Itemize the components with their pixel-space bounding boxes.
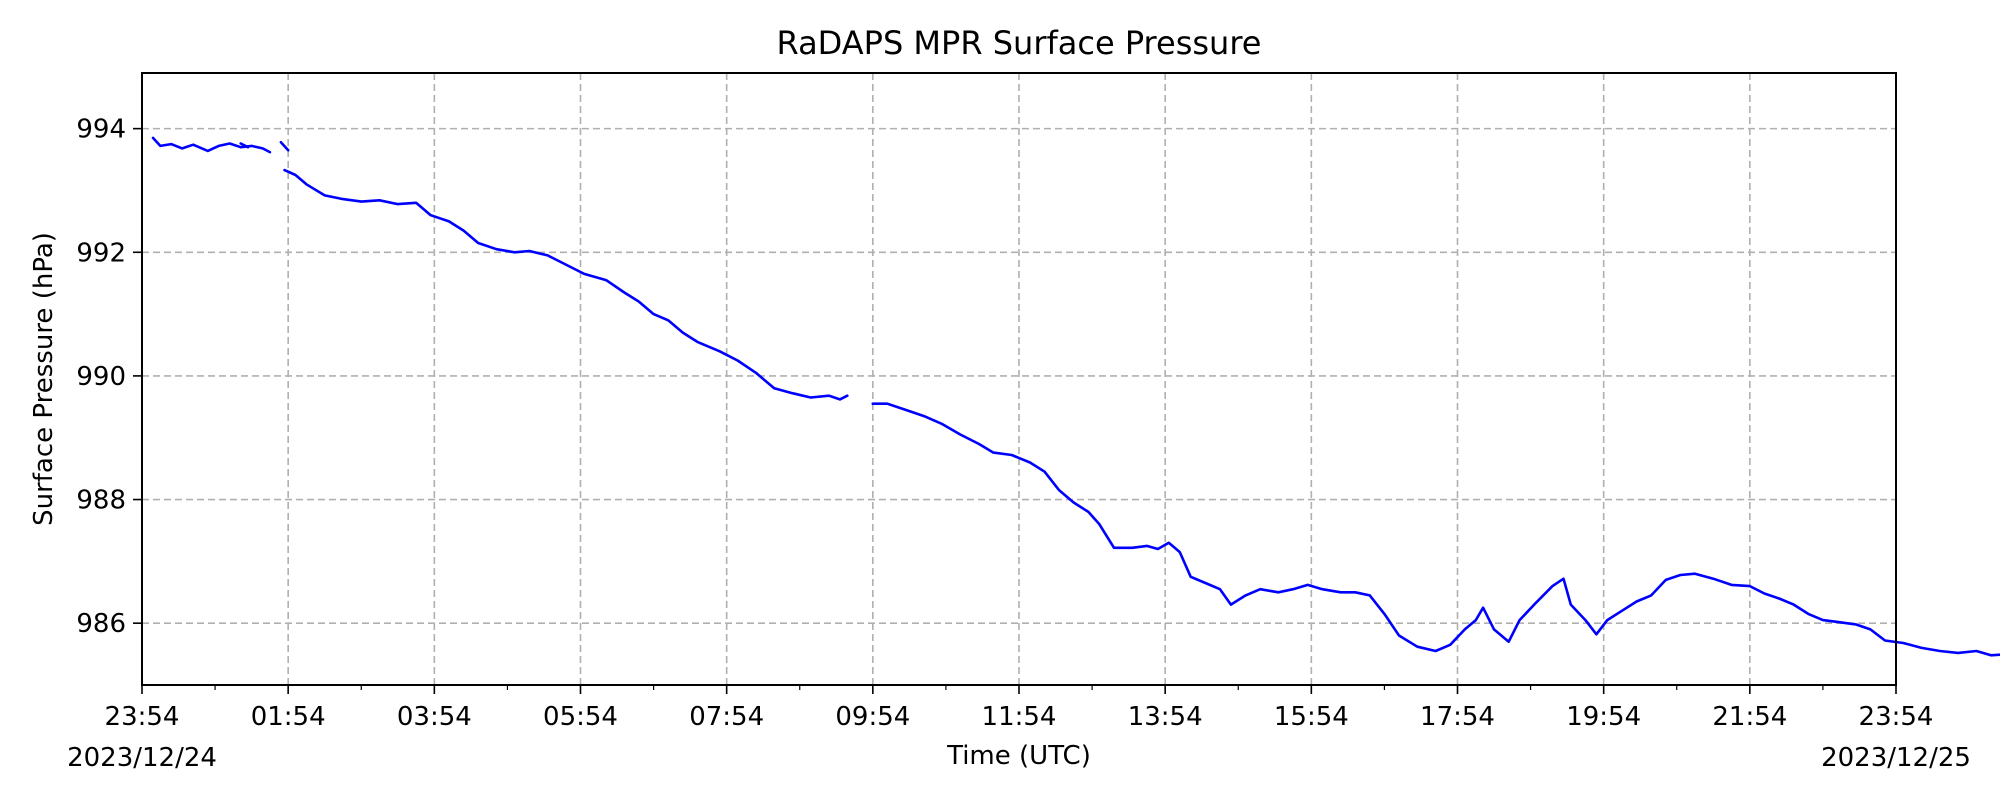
series-line-segment [151, 136, 272, 154]
data-line [151, 136, 2000, 657]
x-tick-label: 03:54 [397, 702, 472, 732]
series-line-segment [871, 402, 2000, 657]
y-tick-label: 990 [76, 362, 126, 392]
x-tick-label: 11:54 [982, 702, 1057, 732]
y-tick-label: 992 [76, 238, 126, 268]
x-tick-label: 17:54 [1420, 702, 1495, 732]
x-tick-label: 15:54 [1274, 702, 1349, 732]
grid [142, 73, 1896, 685]
x-tick-label: 07:54 [689, 702, 764, 732]
x-tick-label: 01:54 [251, 702, 326, 732]
y-axis-label: Surface Pressure (hPa) [29, 232, 59, 526]
x-tick-label: 21:54 [1712, 702, 1787, 732]
x-tick-label: 23:54 [105, 702, 180, 732]
x-tick-label: 09:54 [835, 702, 910, 732]
x-date-label-end: 2023/12/25 [1821, 743, 1971, 773]
y-tick-label: 994 [76, 115, 126, 145]
axis-ticks [133, 127, 1897, 694]
y-tick-label: 986 [76, 609, 126, 639]
x-tick-label: 13:54 [1128, 702, 1203, 732]
tick-labels: 23:54 01:54 03:54 05:54 07:54 09:54 11:54 13:54… [76, 115, 1933, 732]
y-tick-label: 988 [76, 486, 126, 516]
series-line-segment [239, 142, 250, 149]
chart-title: RaDAPS MPR Surface Pressure [777, 24, 1262, 62]
series-line-segment [279, 140, 290, 152]
x-axis-label: Time (UTC) [946, 741, 1091, 771]
x-tick-label: 19:54 [1566, 702, 1641, 732]
x-date-label-start: 2023/12/24 [67, 743, 217, 773]
series-line-segment [283, 168, 849, 401]
x-tick-label: 23:54 [1859, 702, 1934, 732]
x-tick-label: 05:54 [543, 702, 618, 732]
